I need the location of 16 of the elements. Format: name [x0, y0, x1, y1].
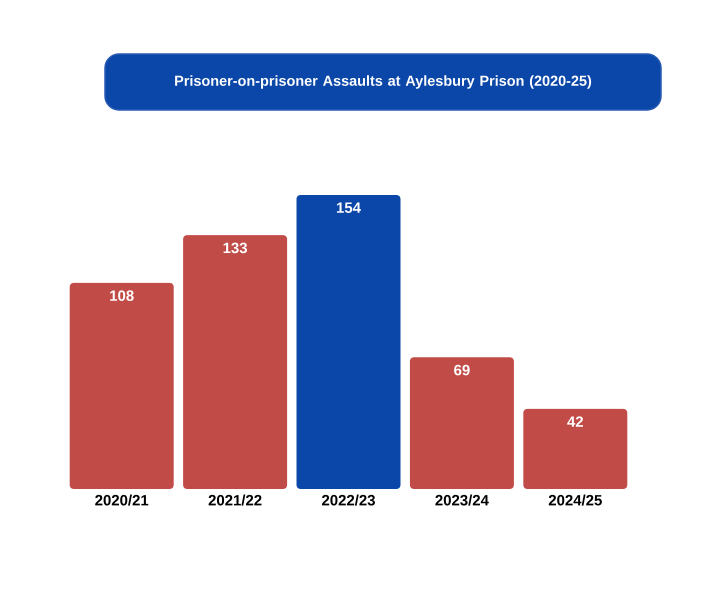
bar: [183, 235, 288, 489]
data-label: 108: [110, 290, 134, 301]
chart-title: Prisoner-on-prisoner Assaults at Aylesbury Prison (2020-25): [175, 75, 592, 89]
bar: [410, 357, 514, 489]
x-tick-label: 2020/21: [95, 494, 148, 506]
bar: [523, 408, 628, 489]
data-label: 42: [567, 416, 584, 427]
x-tick-label: 2024/25: [548, 494, 602, 506]
data-label: 69: [454, 364, 470, 376]
x-tick-label: 2022/23: [322, 494, 375, 506]
data-label: 154: [336, 202, 361, 213]
x-tick-label: 2023/24: [435, 494, 489, 506]
x-tick-label: 2021/22: [208, 494, 262, 506]
bar: [296, 194, 401, 489]
bar: [70, 282, 174, 489]
data-label: 133: [224, 242, 248, 254]
